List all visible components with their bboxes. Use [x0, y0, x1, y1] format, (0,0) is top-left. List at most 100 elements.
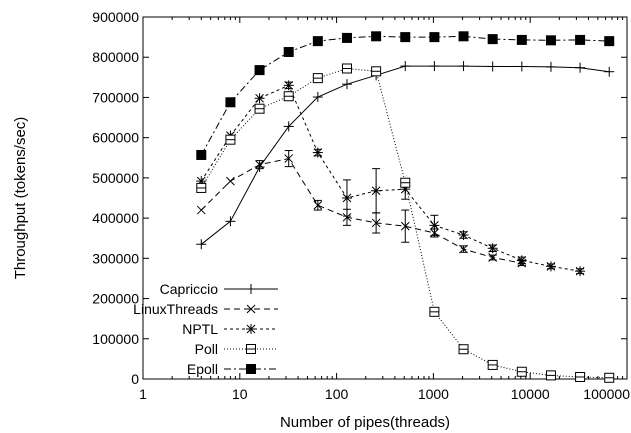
data-point — [196, 205, 206, 215]
series-epoll — [196, 31, 615, 160]
y-tick-label: 400000 — [92, 210, 139, 226]
star-marker-b — [575, 266, 585, 276]
data-point — [487, 34, 498, 45]
x-axis-title: Number of pipes(threads) — [280, 414, 450, 431]
x-marker-b — [246, 304, 256, 314]
star-marker-b — [255, 93, 264, 103]
data-point — [196, 149, 207, 160]
data-point — [545, 35, 556, 46]
y-tick-label: 900000 — [92, 9, 139, 25]
plot-frame — [142, 16, 628, 380]
data-point — [283, 80, 294, 91]
data-point — [516, 34, 527, 45]
legend-marker — [246, 364, 256, 374]
y-tick-label: 100000 — [92, 331, 139, 347]
square-filled-marker — [575, 34, 586, 45]
square-filled-marker — [341, 32, 352, 43]
data-point — [400, 221, 410, 231]
data-point — [225, 97, 236, 108]
legend-marker — [246, 324, 256, 334]
square-filled-marker — [545, 35, 556, 46]
data-point — [341, 63, 352, 74]
y-tick-label: 0 — [131, 371, 139, 387]
x-tick-label: 100000 — [583, 386, 630, 402]
data-point — [429, 61, 440, 72]
series-linuxthreads — [196, 150, 527, 268]
data-point — [284, 154, 294, 163]
data-point — [604, 36, 615, 47]
data-point — [487, 243, 498, 254]
data-point — [516, 366, 527, 377]
data-point — [371, 218, 381, 228]
square-filled-marker — [400, 32, 411, 43]
data-point — [341, 193, 352, 203]
data-point — [371, 66, 382, 77]
legend-item-capriccio: Capriccio — [160, 281, 278, 297]
data-point — [371, 31, 382, 42]
y-tick-label: 700000 — [92, 89, 139, 105]
square-filled-marker — [371, 31, 382, 42]
x-tick-label: 100 — [325, 386, 349, 402]
data-point — [400, 177, 411, 188]
data-point — [575, 34, 586, 45]
data-point — [429, 32, 440, 43]
data-point — [458, 344, 469, 355]
data-point — [225, 134, 236, 145]
x-marker-b — [342, 212, 352, 222]
data-point — [488, 253, 498, 262]
x-marker-b — [255, 160, 264, 169]
legend-label: Epoll — [187, 361, 218, 377]
data-point — [575, 266, 586, 277]
square-filled-marker — [246, 364, 256, 374]
legend-label: Poll — [195, 341, 218, 357]
data-point — [487, 61, 498, 72]
star-marker-b — [459, 230, 468, 240]
data-point — [254, 65, 265, 76]
square-filled-marker — [516, 34, 527, 45]
x-marker-b — [196, 205, 206, 215]
data-point — [487, 359, 498, 370]
legend-item-poll: Poll — [195, 341, 278, 357]
star-marker-b — [430, 220, 439, 230]
square-filled-marker — [312, 36, 323, 47]
legend-item-nptl: NPTL — [182, 321, 278, 337]
data-point — [400, 61, 411, 72]
y-tick-label: 200000 — [92, 291, 139, 307]
y-tick-label: 600000 — [92, 130, 139, 146]
data-point — [604, 372, 615, 383]
x-marker-b — [459, 244, 468, 254]
data-point — [342, 212, 352, 222]
series-poll — [196, 63, 615, 383]
data-point — [254, 93, 265, 104]
y-axis-title: Throughput (tokens/sec) — [12, 117, 29, 280]
data-point — [312, 36, 323, 47]
data-point — [312, 147, 323, 158]
y-tick-label: 500000 — [92, 170, 139, 186]
data-point — [604, 66, 615, 77]
x-marker-b — [488, 253, 498, 262]
data-point — [575, 62, 586, 73]
star-marker-b — [371, 186, 381, 196]
data-point — [283, 91, 294, 102]
data-point — [458, 61, 469, 72]
data-point — [429, 220, 440, 231]
legend-label: LinuxThreads — [133, 301, 218, 317]
square-filled-marker — [196, 149, 207, 160]
data-point — [226, 176, 235, 186]
data-point — [458, 31, 469, 42]
legend-marker — [246, 304, 256, 314]
data-point — [429, 306, 440, 317]
x-marker-b — [284, 154, 294, 163]
data-point — [459, 244, 468, 254]
data-point — [254, 103, 265, 114]
y-tick-label: 800000 — [92, 49, 139, 65]
square-filled-marker — [429, 32, 440, 43]
star-marker-b — [546, 262, 556, 271]
data-point — [196, 182, 207, 193]
x-tick-label: 10000 — [511, 386, 550, 402]
data-point — [575, 371, 586, 382]
y-tick-label: 300000 — [92, 250, 139, 266]
data-point — [545, 370, 556, 381]
x-tick-label: 10 — [232, 386, 248, 402]
